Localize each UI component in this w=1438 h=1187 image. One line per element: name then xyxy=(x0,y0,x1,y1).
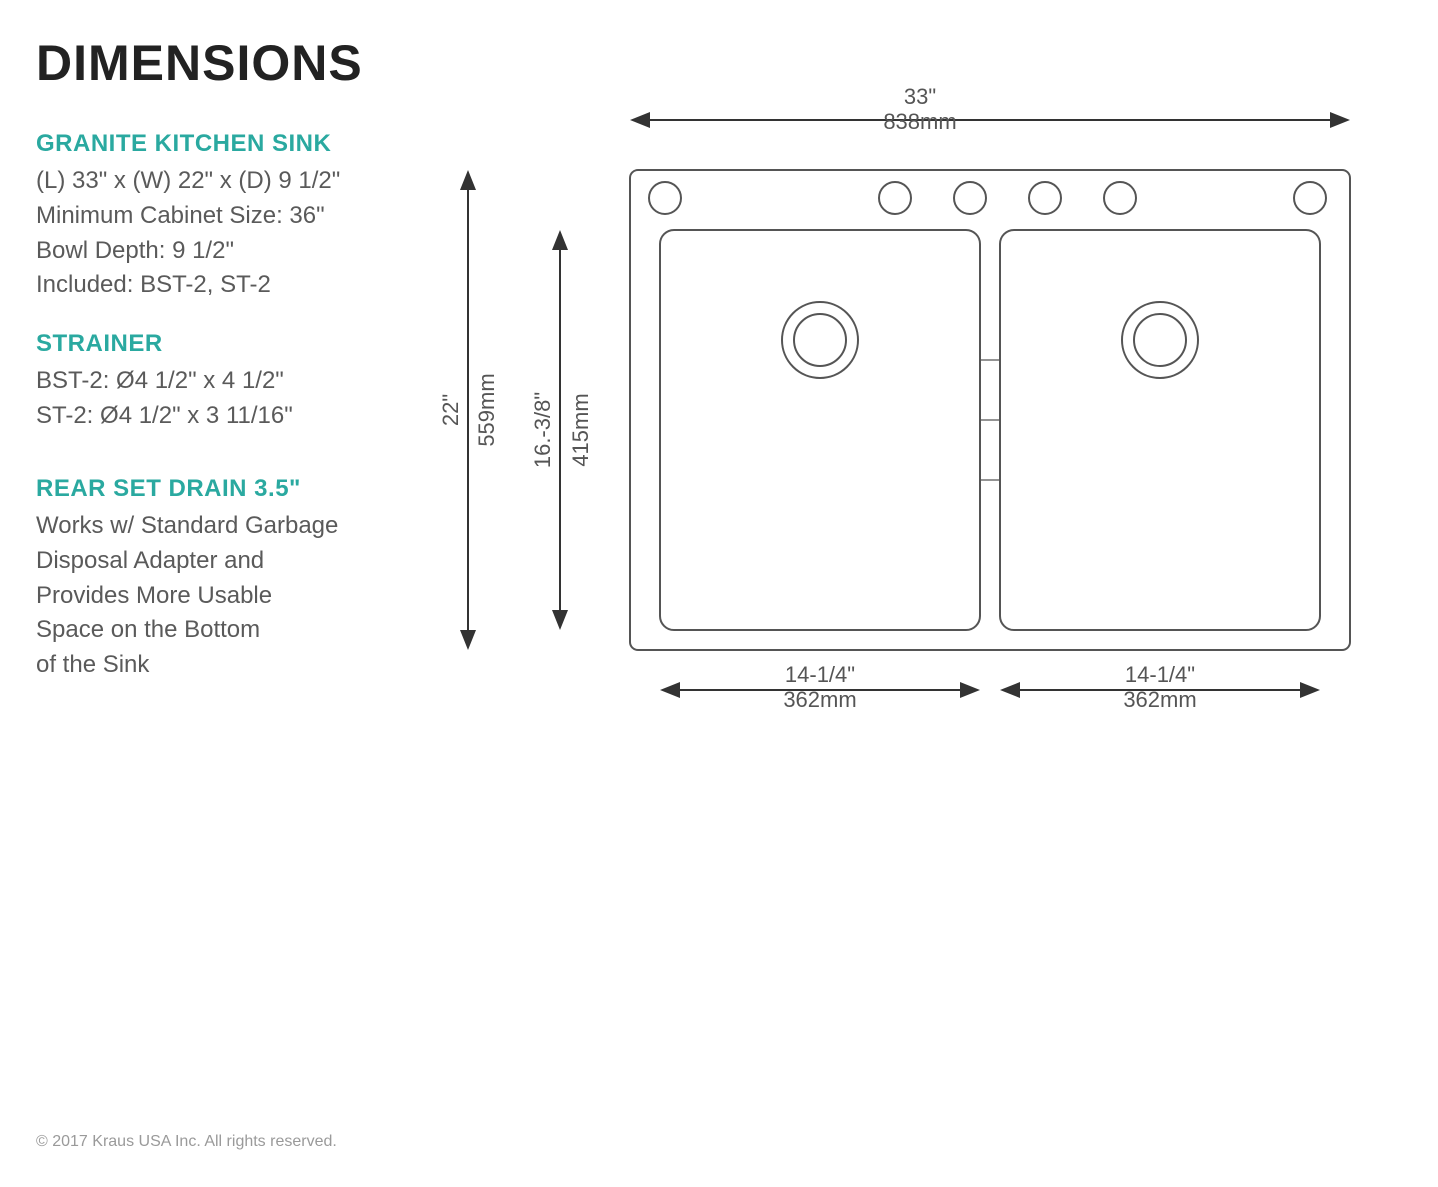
spec-line: Disposal Adapter and xyxy=(36,544,416,579)
dim-label-bowl-height-mm: 415mm xyxy=(568,393,593,466)
dim-label-bowl-left: 14-1/4" 362mm xyxy=(783,662,856,713)
spec-heading: STRAINER xyxy=(36,330,416,358)
dim-label-left-height-in: 22" xyxy=(438,394,463,426)
sink-dimension-diagram: 33" 838mm 22" 559mm 16.-3/8" 415mm 14-1/… xyxy=(440,90,1400,790)
spec-line: Bowl Depth: 9 1/2" xyxy=(36,234,416,269)
spec-heading: GRANITE KITCHEN SINK xyxy=(36,130,416,158)
spec-line: Provides More Usable xyxy=(36,579,416,614)
dim-inches: 14-1/4" xyxy=(1125,662,1195,687)
spec-line: Works w/ Standard Garbage xyxy=(36,509,416,544)
dim-label-bowl-right: 14-1/4" 362mm xyxy=(1123,662,1196,713)
spec-line: Minimum Cabinet Size: 36" xyxy=(36,199,416,234)
spec-block-drain: REAR SET DRAIN 3.5" Works w/ Standard Ga… xyxy=(36,475,416,683)
page-title: DIMENSIONS xyxy=(36,34,363,92)
spec-line: Space on the Bottom xyxy=(36,613,416,648)
spec-block-strainer: STRAINER BST-2: Ø4 1/2" x 4 1/2" ST-2: Ø… xyxy=(36,330,416,434)
spec-line: ST-2: Ø4 1/2" x 3 11/16" xyxy=(36,399,416,434)
spec-line: Included: BST-2, ST-2 xyxy=(36,268,416,303)
spec-line: BST-2: Ø4 1/2" x 4 1/2" xyxy=(36,364,416,399)
spec-line: (L) 33" x (W) 22" x (D) 9 1/2" xyxy=(36,164,416,199)
dim-mm: 362mm xyxy=(1123,687,1196,712)
dim-mm: 838mm xyxy=(883,109,956,134)
dim-mm: 362mm xyxy=(783,687,856,712)
spec-block-sink: GRANITE KITCHEN SINK (L) 33" x (W) 22" x… xyxy=(36,130,416,303)
copyright-text: © 2017 Kraus USA Inc. All rights reserve… xyxy=(36,1133,337,1151)
dim-label-bowl-height-in: 16.-3/8" xyxy=(530,392,555,468)
spec-line: of the Sink xyxy=(36,648,416,683)
dim-inches: 33" xyxy=(904,84,936,109)
dim-label-top-width: 33" 838mm xyxy=(883,84,956,135)
spec-heading: REAR SET DRAIN 3.5" xyxy=(36,475,416,503)
dim-inches: 14-1/4" xyxy=(785,662,855,687)
dim-label-left-height-mm: 559mm xyxy=(474,373,499,446)
